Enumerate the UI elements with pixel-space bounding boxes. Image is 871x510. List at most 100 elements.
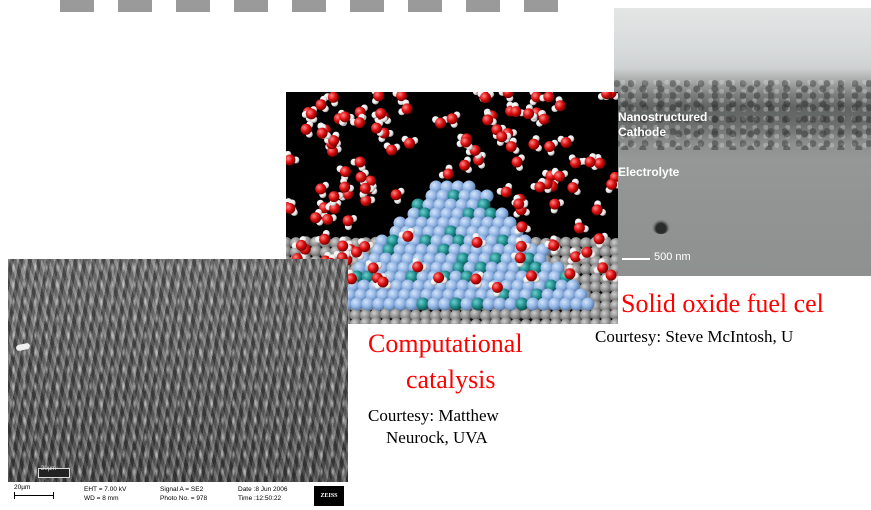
support-atom (540, 308, 552, 321)
support-atom (580, 237, 592, 250)
oxygen-atom (491, 281, 503, 293)
support-atom (440, 308, 452, 321)
support-atom (580, 263, 592, 276)
oxygen-atom (316, 127, 328, 139)
inner-scale-label: 20µm (41, 466, 57, 472)
support-atom (286, 245, 292, 258)
oxygen-atom (404, 137, 415, 149)
scale-tick-right (53, 492, 54, 499)
oxygen-atom (511, 156, 523, 168)
oxygen-atom (359, 182, 371, 194)
metal-atom (548, 297, 562, 311)
zeiss-logo: ZEISS (314, 486, 344, 506)
catalysis-title-line1: Computational (368, 329, 523, 358)
sofc-title: Solid oxide fuel cel (621, 289, 824, 318)
oxygen-atom (337, 240, 349, 252)
support-atom (490, 317, 502, 324)
oxygen-atom (412, 261, 424, 273)
catalysis-courtesy-line2: Neurock, UVA (386, 428, 488, 447)
oxygen-atom (433, 272, 445, 284)
oxygen-atom (516, 221, 528, 233)
oxygen-atom (328, 135, 340, 147)
electrolyte-label: Electrolyte (618, 165, 680, 179)
oxygen-atom (544, 141, 556, 152)
catalysis-courtesy-line1: Courtesy: Matthew (368, 406, 499, 425)
support-atom (350, 309, 362, 322)
oxygen-atom (340, 166, 351, 178)
dopant-atom (471, 297, 485, 311)
metal-atom (570, 297, 584, 311)
oxygen-atom (446, 113, 458, 125)
cathode-label: Cathode (618, 125, 666, 139)
cathode-grain-texture (614, 80, 871, 150)
support-atom (500, 308, 512, 321)
oxygen-atom (471, 236, 483, 248)
oxygen-atom (523, 108, 534, 120)
support-atom (420, 317, 432, 324)
support-atom (520, 308, 532, 321)
oxygen-atom (386, 144, 398, 156)
oxygen-atom (315, 99, 327, 111)
oxygen-atom (528, 138, 540, 150)
oxygen-atom (538, 113, 550, 125)
oxygen-atom (359, 241, 371, 253)
support-atom (490, 308, 502, 321)
support-atom (580, 309, 592, 322)
support-atom (460, 308, 472, 321)
oxygen-atom (505, 141, 517, 153)
support-atom (560, 318, 572, 324)
scale-line (14, 495, 54, 496)
support-atom (590, 272, 602, 285)
sem-info-bar: 20µm EHT = 7.00 kV WD = 8 mm Signal A = … (8, 482, 348, 510)
oxygen-atom (339, 181, 351, 193)
oxygen-atom (315, 183, 327, 195)
oxygen-atom (346, 273, 357, 285)
oxygen-atom (502, 92, 514, 99)
scale-bar (622, 258, 650, 260)
oxygen-atom (300, 123, 312, 135)
oxygen-atom (286, 154, 296, 166)
oxygen-atom (480, 92, 491, 104)
metal-atom (383, 297, 397, 311)
oxygen-atom (401, 103, 413, 115)
nanostructured-label: Nanostructured (618, 110, 708, 124)
oxygen-atom (601, 92, 613, 100)
support-atom (450, 317, 462, 324)
support-atom (600, 300, 612, 313)
support-atom (540, 318, 552, 324)
eht-value: EHT = 7.00 kV (84, 486, 127, 493)
metal-atom (526, 297, 540, 311)
dopant-atom (449, 297, 463, 311)
oxygen-atom (355, 171, 367, 183)
oxygen-atom (570, 157, 581, 169)
oxygen-atom (402, 230, 414, 242)
header-decoration-bar (60, 0, 580, 12)
support-atom (590, 308, 602, 321)
oxygen-atom (482, 114, 494, 126)
support-atom (480, 318, 492, 324)
oxygen-atom (593, 233, 605, 245)
oxygen-atom (553, 170, 565, 182)
oxygen-atom (295, 239, 307, 251)
oxygen-atom (327, 92, 339, 103)
metal-atom (581, 297, 595, 311)
metal-atom (559, 297, 573, 311)
oxygen-atom (606, 178, 618, 190)
oxygen-atom (564, 268, 576, 280)
oxygen-atom (319, 233, 331, 245)
oxygen-atom (500, 186, 512, 198)
oxygen-atom (554, 100, 566, 112)
support-atom (510, 318, 522, 324)
spike-highlights (8, 259, 348, 482)
oxygen-atom (560, 137, 572, 148)
support-atom (390, 308, 402, 321)
support-atom (450, 309, 462, 322)
oxygen-atom (435, 117, 446, 129)
oxygen-atom (351, 246, 362, 258)
oxygen-atom (594, 157, 606, 169)
oxygen-atom (375, 108, 387, 119)
oxygen-atom (549, 198, 561, 210)
sofc-courtesy: Courtesy: Steve McIntosh, U (595, 327, 794, 346)
support-atom (610, 318, 618, 324)
support-atom (530, 318, 542, 324)
